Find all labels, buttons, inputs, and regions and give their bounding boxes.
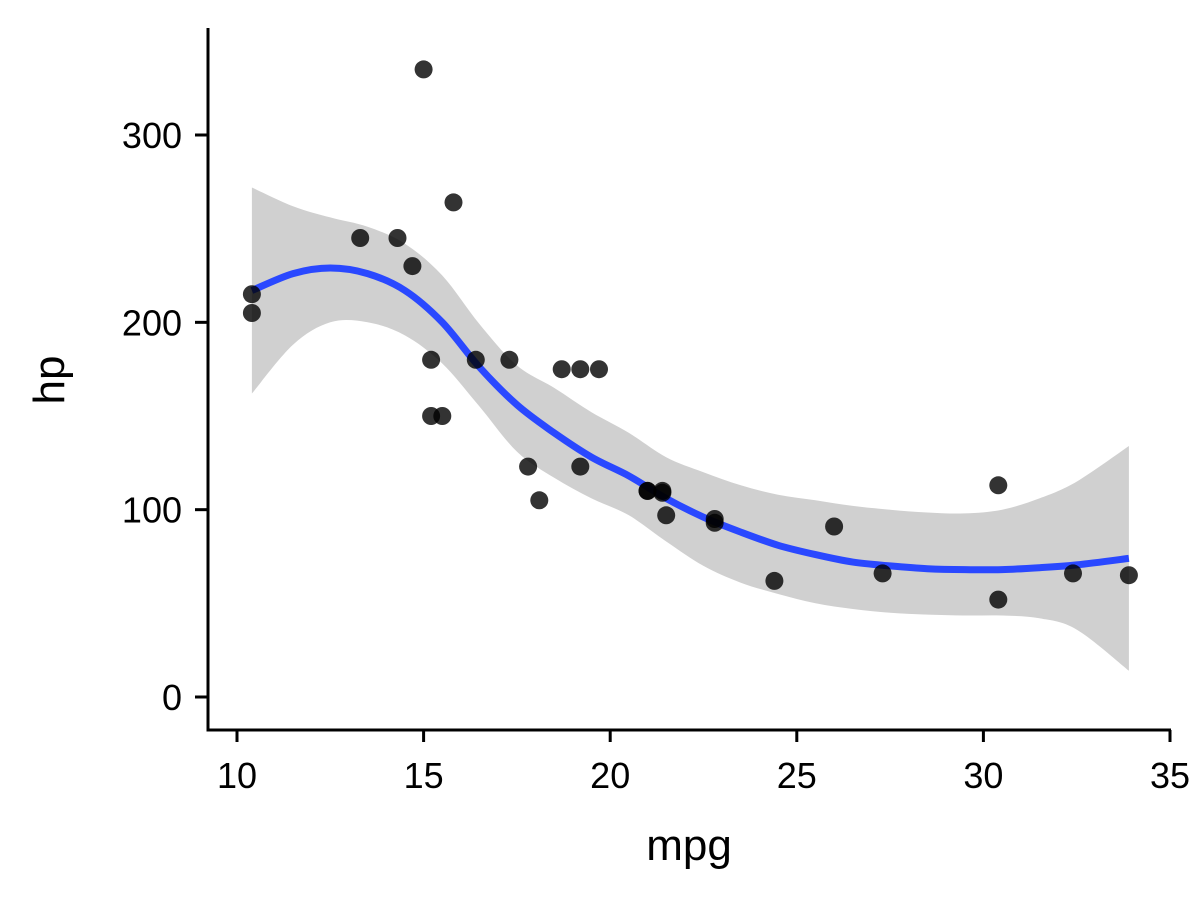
data-point [351, 229, 370, 247]
confidence-band [251, 187, 1129, 671]
y-ticks: 0 100 200 300 [122, 115, 208, 718]
data-point [1119, 566, 1138, 585]
axes [206, 28, 1171, 732]
data-point [638, 481, 657, 500]
y-tick-label: 200 [122, 302, 182, 343]
data-point [519, 457, 538, 476]
x-axis-title: mpg [646, 821, 732, 870]
data-point [444, 193, 463, 212]
x-tick-label: 20 [590, 755, 630, 796]
data-point [825, 517, 844, 536]
y-tick-label: 300 [122, 115, 182, 156]
smooth-line [250, 264, 1130, 574]
confidence-band-layer [251, 187, 1129, 671]
data-point [414, 60, 433, 79]
y-tick-label: 0 [162, 677, 182, 718]
data-point [552, 360, 571, 379]
data-point [705, 510, 724, 528]
data-point [989, 476, 1008, 495]
data-point [1064, 564, 1082, 583]
data-point [500, 350, 519, 369]
y-axis-title: hp [25, 356, 74, 405]
data-point [571, 457, 590, 476]
x-tick-label: 15 [404, 755, 444, 796]
data-point [388, 229, 407, 247]
x-tick-label: 35 [1150, 755, 1190, 796]
x-tick-label: 25 [777, 755, 817, 796]
data-point [653, 483, 672, 502]
data-point [989, 590, 1008, 609]
x-ticks: 10 15 20 25 30 35 [217, 730, 1190, 796]
data-point [242, 304, 261, 322]
x-tick-label: 10 [217, 755, 257, 796]
data-point [873, 564, 892, 583]
smooth-line-layer [250, 264, 1130, 574]
data-point [403, 257, 422, 276]
x-tick-label: 30 [963, 755, 1003, 796]
data-point [765, 571, 784, 590]
data-point [657, 506, 676, 525]
data-point [590, 360, 608, 379]
data-point [571, 360, 590, 379]
data-point [242, 285, 261, 304]
data-point [466, 350, 485, 369]
points-layer [242, 60, 1138, 609]
data-point [422, 407, 441, 425]
y-tick-label: 100 [122, 490, 182, 531]
data-point [422, 350, 441, 369]
data-point [530, 491, 549, 510]
